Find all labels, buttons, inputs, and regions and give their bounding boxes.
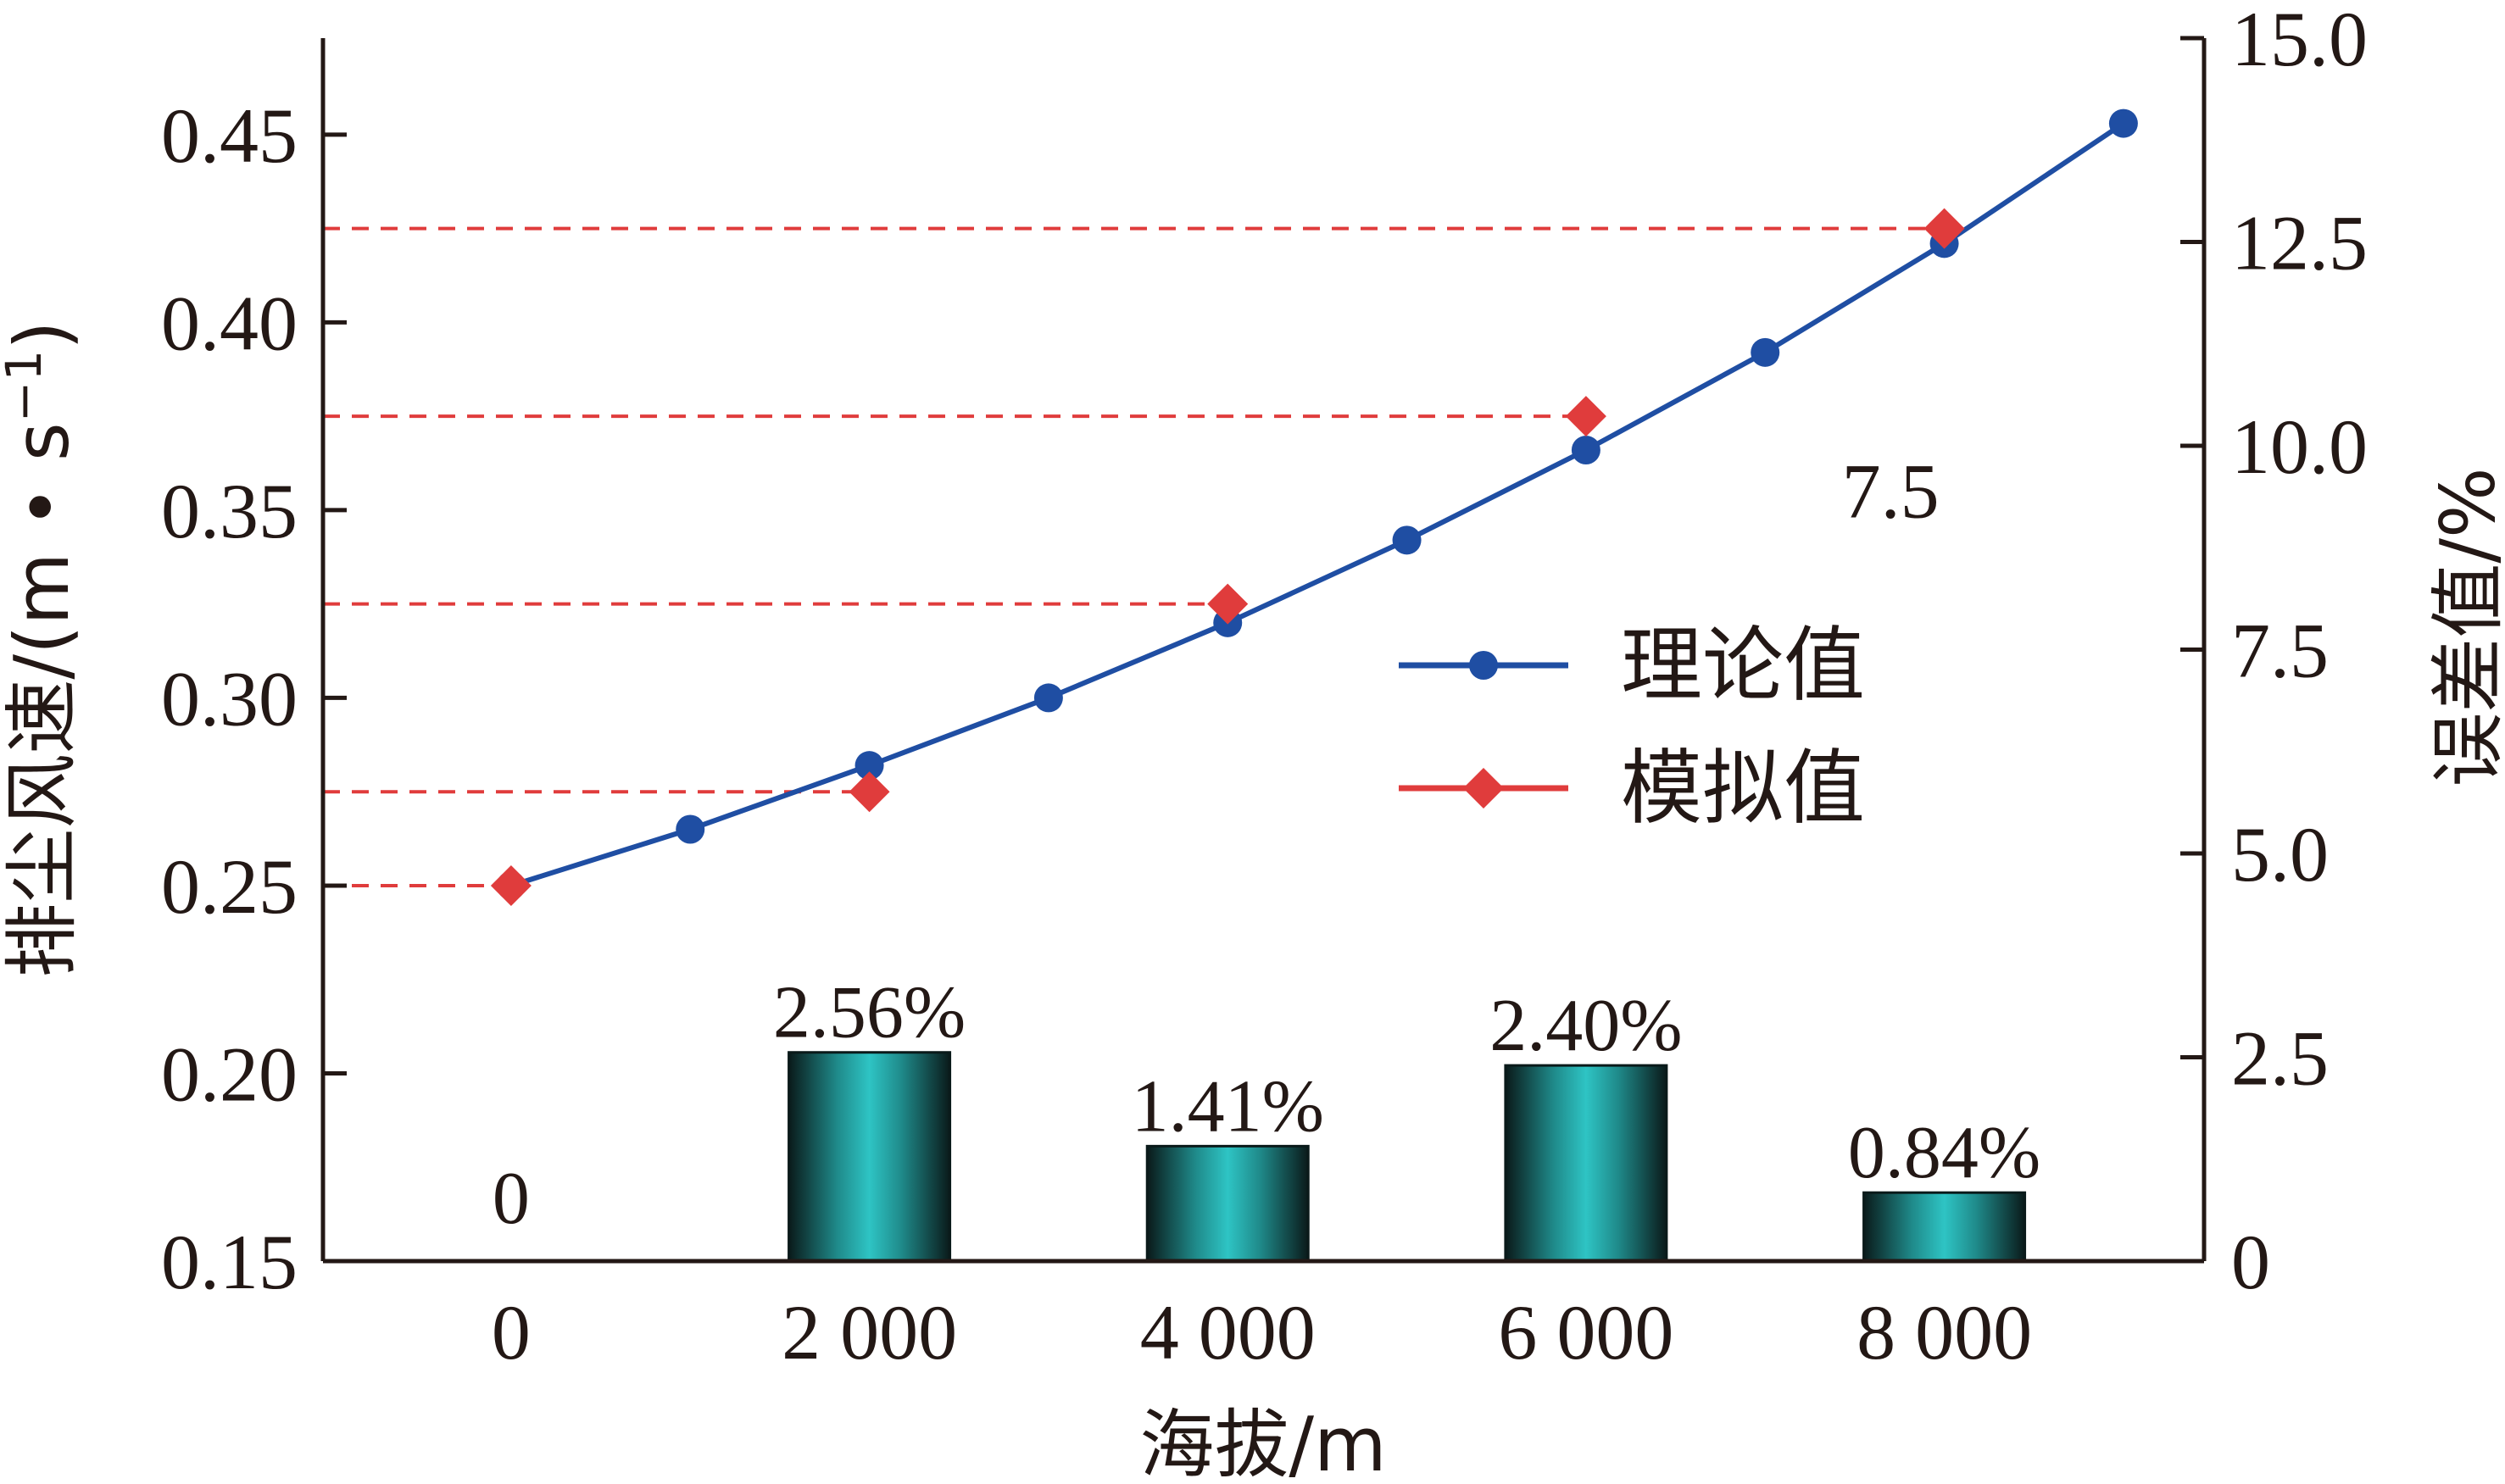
bars	[788, 1051, 2027, 1263]
series-0-point-3	[1033, 683, 1063, 713]
legend: 理论值 模拟值	[1399, 618, 1865, 836]
y-left-tick-label-6: 0.45	[161, 92, 298, 179]
legend-simulation-marker	[1463, 768, 1504, 809]
y-left-tick-label-2: 0.25	[161, 843, 298, 930]
x-tick-label-3: 6 000	[1498, 1289, 1673, 1376]
y-right-tick-label-0: 0	[2231, 1219, 2270, 1305]
bar-label-2: 1.41%	[1132, 1065, 1324, 1148]
y-right-tick-label-1: 2.5	[2231, 1015, 2329, 1102]
x-tick-label-0: 0	[492, 1289, 531, 1376]
bar-3	[1504, 1064, 1668, 1263]
series-0-point-9	[2108, 108, 2138, 138]
bar-label-3: 2.40%	[1489, 985, 1682, 1067]
series-1-point-0	[490, 864, 532, 906]
bar-1	[788, 1051, 952, 1263]
series-1-point-3	[1565, 396, 1606, 437]
x-tick-label-1: 2 000	[782, 1289, 957, 1376]
series-0-point-2	[854, 751, 884, 781]
x-axis-title: 海拔/m	[1139, 1401, 1386, 1484]
y-left-tick-label-1: 0.20	[161, 1031, 298, 1117]
series-1-point-1	[849, 771, 890, 813]
bar-4	[1862, 1191, 2027, 1263]
x-axis-ticks: 0 2 000 4 000 6 000 8 000	[492, 1289, 2032, 1376]
legend-theory-marker	[1469, 651, 1498, 680]
series-0-point-1	[676, 814, 705, 844]
annotation-7-5: 7.5	[1842, 447, 1940, 534]
series-markers	[490, 108, 2138, 906]
x-tick-label-2: 4 000	[1140, 1289, 1316, 1376]
y-left-axis-title-sup: −1	[0, 350, 53, 423]
y-right-axis-title: 误差值/%	[2424, 467, 2505, 786]
series-1-point-4	[1923, 208, 1965, 249]
x-tick-label-4: 8 000	[1856, 1289, 2032, 1376]
y-left-tick-label-5: 0.40	[161, 280, 298, 366]
y-left-axis-title-close: )	[0, 320, 86, 349]
reference-lines	[323, 226, 1945, 887]
bar-2	[1145, 1144, 1310, 1263]
y-right-tick-label-4: 10.0	[2231, 403, 2368, 490]
legend-simulation-label: 模拟值	[1621, 741, 1865, 836]
y-left-tick-label-3: 0.30	[161, 655, 298, 742]
bar-labels: 0 2.56% 1.41% 2.40% 0.84%	[493, 972, 2040, 1240]
series-1-point-2	[1207, 583, 1249, 625]
legend-item-simulation: 模拟值	[1399, 741, 1865, 836]
series-0-point-6	[1571, 436, 1600, 465]
series-line-0	[510, 121, 2125, 888]
bar-label-0: 0	[493, 1158, 530, 1240]
y-left-tick-label-4: 0.35	[161, 468, 298, 554]
y-left-tick-label-0: 0.15	[161, 1219, 298, 1305]
y-left-axis-title-main: 排尘风速/(m • s	[0, 422, 86, 977]
y-right-tick-label-3: 7.5	[2231, 608, 2329, 694]
y-right-tick-label-2: 5.0	[2231, 811, 2329, 898]
y-right-tick-label-5: 12.5	[2231, 200, 2368, 286]
series-lines	[510, 121, 2125, 888]
legend-item-theory: 理论值	[1399, 618, 1865, 713]
y-right-tick-label-6: 15.0	[2231, 0, 2368, 82]
right-axis-ticks: 0 2.5 5.0 7.5 10.0 12.5 15.0	[2180, 0, 2368, 1305]
series-0-point-5	[1392, 525, 1422, 555]
legend-theory-label: 理论值	[1621, 618, 1865, 713]
y-left-axis-title: 排尘风速/(m • s−1)	[0, 320, 86, 977]
bar-label-4: 0.84%	[1848, 1112, 2040, 1194]
left-axis-ticks: 0.15 0.20 0.25 0.30 0.35 0.40 0.45	[161, 92, 347, 1305]
series-0-point-7	[1751, 337, 1780, 367]
bar-label-1: 2.56%	[773, 972, 966, 1054]
